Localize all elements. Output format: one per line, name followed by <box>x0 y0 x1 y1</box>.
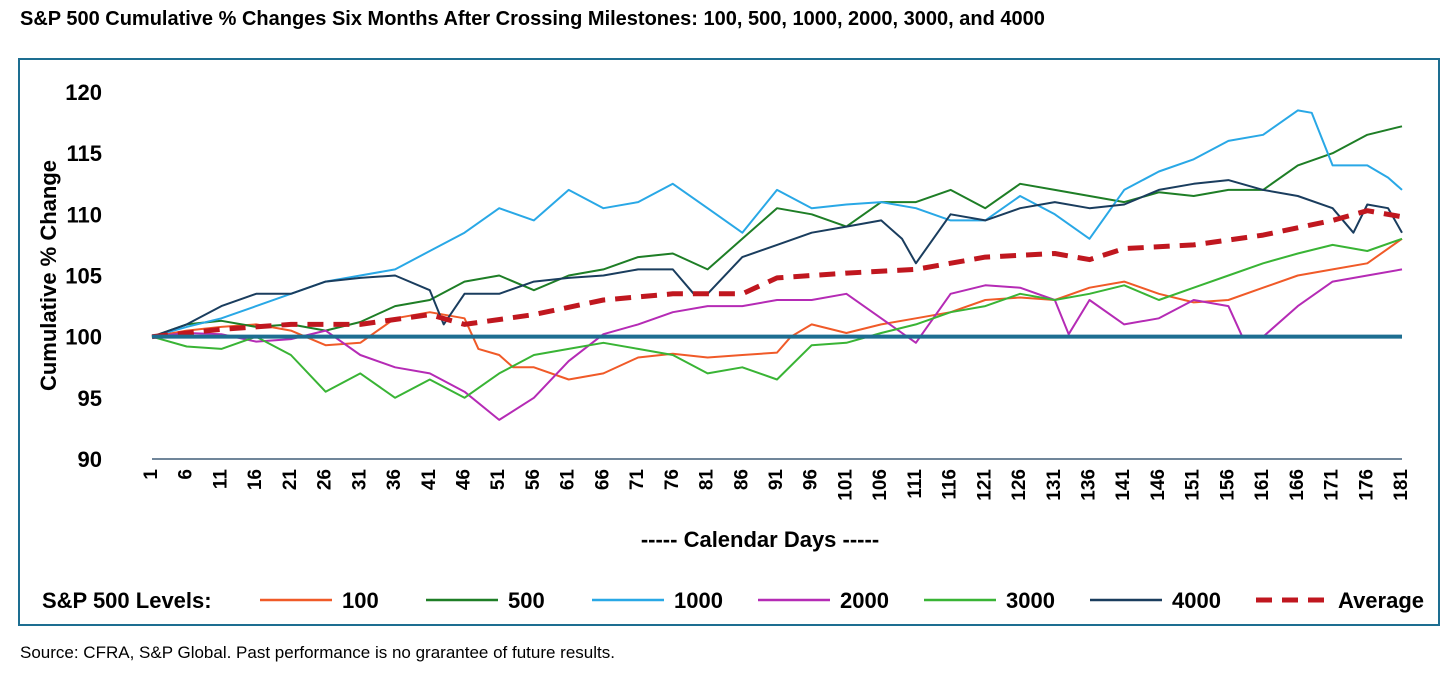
x-tick-label: 6 <box>176 469 197 480</box>
legend-label-100: 100 <box>342 588 379 613</box>
x-tick-label: 101 <box>835 469 856 501</box>
chart-frame: 90 95 100 105 110 115 120 1 6 11 16 21 26 31 36 41 46 51 5… <box>18 58 1440 626</box>
y-tick-label: 100 <box>65 325 102 350</box>
x-tick-label: 71 <box>627 469 648 491</box>
x-tick-label: 11 <box>210 469 231 490</box>
x-tick-label: 131 <box>1044 469 1065 501</box>
x-tick-label: 31 <box>349 469 370 491</box>
x-tick-label: 26 <box>315 469 336 490</box>
x-tick-label: 21 <box>280 469 301 491</box>
x-tick-label: 106 <box>870 469 891 501</box>
legend-title: S&P 500 Levels: <box>42 588 212 613</box>
x-tick-label: 61 <box>558 469 579 491</box>
x-tick-label: 161 <box>1252 469 1273 501</box>
x-tick-label: 56 <box>523 469 544 490</box>
series-line-500 <box>151 125 1403 338</box>
y-tick-label: 90 <box>78 447 102 472</box>
x-tick-label: 96 <box>801 469 822 490</box>
y-tick-label: 115 <box>67 141 103 166</box>
x-tick-label: 51 <box>488 469 509 491</box>
legend-label-1000: 1000 <box>674 588 723 613</box>
series-line-4000 <box>151 179 1403 338</box>
x-tick-label: 91 <box>766 469 787 491</box>
x-axis-title: ----- Calendar Days ----- <box>641 527 879 552</box>
series-line-3000 <box>151 237 1403 399</box>
legend-label-2000: 2000 <box>840 588 889 613</box>
legend-label-500: 500 <box>508 588 545 613</box>
series-line-1000 <box>151 109 1403 338</box>
x-tick-label: 151 <box>1183 469 1204 501</box>
x-tick-label: 166 <box>1287 469 1308 501</box>
x-tick-label: 176 <box>1356 469 1377 501</box>
x-tick-label: 46 <box>454 469 475 490</box>
x-tick-label: 81 <box>697 469 718 491</box>
x-tick-label: 126 <box>1009 469 1030 501</box>
x-tick-label: 111 <box>905 469 926 499</box>
legend-label-4000: 4000 <box>1172 588 1221 613</box>
x-tick-label: 121 <box>974 469 995 501</box>
x-tick-label: 156 <box>1217 469 1238 501</box>
x-tick-label: 141 <box>1113 469 1134 501</box>
x-tick-label: 66 <box>592 469 613 490</box>
x-tick-label: 146 <box>1148 469 1169 501</box>
x-tick-label: 181 <box>1391 469 1412 501</box>
x-tick-label: 41 <box>419 469 440 491</box>
series-line-2000 <box>151 268 1403 421</box>
x-tick-label: 171 <box>1322 469 1343 501</box>
x-tick-label: 116 <box>940 469 961 500</box>
y-axis-title: Cumulative % Change <box>36 160 61 391</box>
y-tick-label: 110 <box>67 202 103 227</box>
x-tick-label: 16 <box>245 469 266 490</box>
chart-title: S&P 500 Cumulative % Changes Six Months … <box>20 8 1045 30</box>
legend-label-3000: 3000 <box>1006 588 1055 613</box>
y-tick-label: 120 <box>65 80 102 105</box>
y-tick-label: 95 <box>78 386 102 411</box>
x-tick-label: 1 <box>141 469 162 480</box>
x-tick-label: 76 <box>662 469 683 490</box>
x-tick-label: 86 <box>731 469 752 490</box>
x-tick-label: 36 <box>384 469 405 490</box>
legend-label-average: Average <box>1338 588 1424 613</box>
x-tick-label: 136 <box>1079 469 1100 501</box>
source-note: Source: CFRA, S&P Global. Past performan… <box>20 643 615 662</box>
series-line-average <box>151 208 1403 340</box>
series-line-100 <box>151 237 1403 381</box>
y-tick-label: 105 <box>65 264 102 289</box>
